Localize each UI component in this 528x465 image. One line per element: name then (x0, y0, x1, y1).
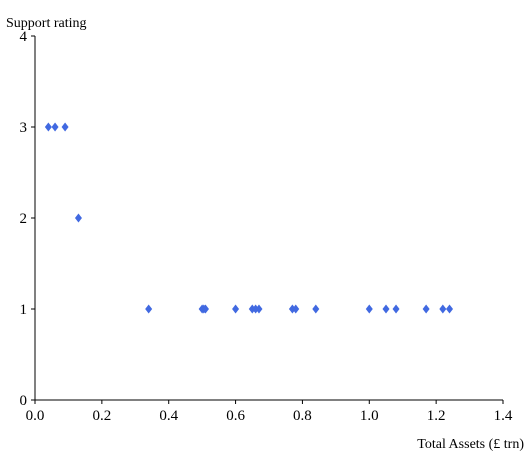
data-point (422, 304, 430, 314)
data-point (44, 122, 52, 132)
y-tick-label: 3 (20, 120, 28, 136)
y-axis-ticks: 0 1 2 3 4 (20, 29, 35, 409)
data-point (232, 304, 240, 314)
y-tick-label: 0 (20, 393, 28, 409)
x-tick-label: 1.0 (360, 408, 379, 424)
data-point (61, 122, 69, 132)
x-tick-label: 1.2 (427, 408, 446, 424)
x-tick-label: 0.4 (159, 408, 178, 424)
data-point (382, 304, 390, 314)
data-point (446, 304, 454, 314)
x-axis-title: Total Assets (£ trn) (417, 437, 524, 452)
data-point (292, 304, 300, 314)
data-point (439, 304, 447, 314)
x-axis-ticks: 0.0 0.2 0.4 0.6 0.8 1.0 1.2 1.4 (26, 400, 513, 424)
data-points (44, 122, 454, 314)
data-point (145, 304, 153, 314)
data-point (392, 304, 400, 314)
x-tick-label: 0.8 (293, 408, 312, 424)
x-tick-label: 0.2 (92, 408, 111, 424)
data-point (255, 304, 263, 314)
data-point (74, 213, 82, 223)
data-point (312, 304, 320, 314)
data-point (201, 304, 209, 314)
data-point (51, 122, 59, 132)
y-tick-label: 2 (20, 211, 28, 227)
y-tick-label: 1 (20, 302, 28, 318)
x-tick-label: 1.4 (494, 408, 513, 424)
x-tick-label: 0.0 (26, 408, 45, 424)
data-point (365, 304, 373, 314)
y-axis-title: Support rating (6, 16, 87, 31)
x-tick-label: 0.6 (226, 408, 245, 424)
y-tick-label: 4 (20, 29, 28, 45)
